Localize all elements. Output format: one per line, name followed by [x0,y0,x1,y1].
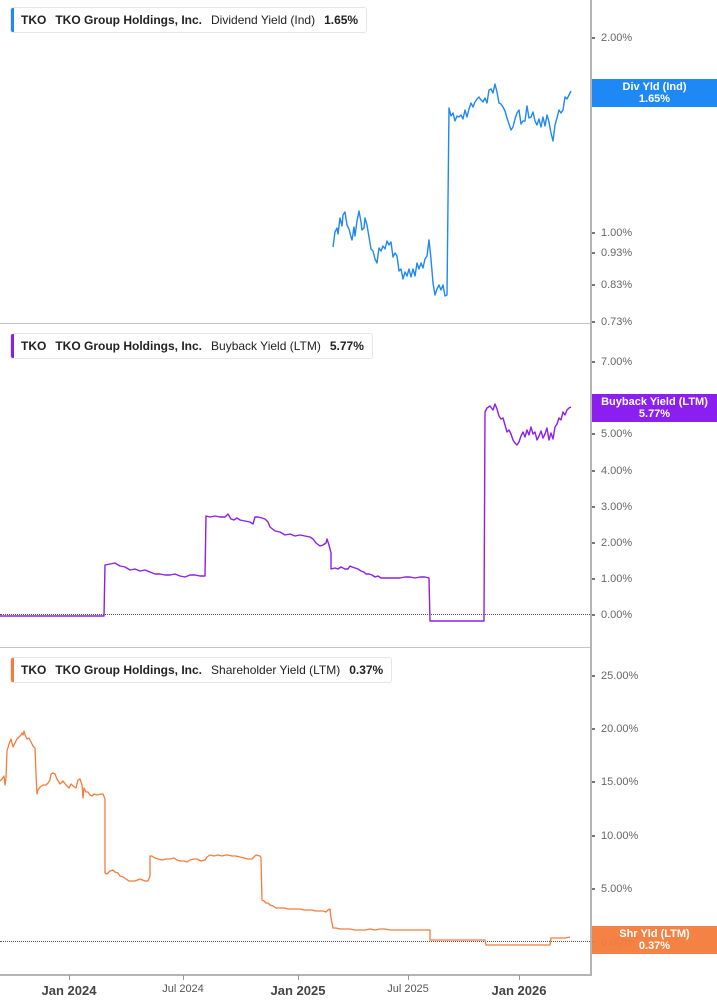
legend-dividend[interactable]: TKO TKO Group Holdings, Inc. Dividend Yi… [10,7,368,33]
y-tick: 7.00% [592,355,632,369]
y-tick: 2.00% [592,536,632,550]
company-name: TKO Group Holdings, Inc. [55,13,203,27]
panel-separator [0,647,592,648]
last-value-tag-buyback: Buyback Yield (LTM) 5.77% [592,394,717,422]
y-tick: 3.00% [592,500,632,514]
series-color-swatch [11,8,14,32]
series-color-swatch [11,658,14,682]
panel-separator [0,323,592,324]
ticker: TKO [21,339,47,353]
x-label-jan-2025: Jan 2025 [270,983,326,998]
x-label-jul-2024: Jul 2024 [162,983,204,995]
shareholder-yield-panel: TKO TKO Group Holdings, Inc. Shareholder… [0,648,717,1005]
ticker: TKO [21,663,47,677]
y-tick: 20.00% [592,722,638,736]
x-tick [519,975,520,980]
zero-reference-line [0,941,590,942]
last-value-tag-shareholder: Shr Yld (LTM) 0.37% [592,926,717,954]
y-tick: 2.00% [592,31,632,45]
company-name: TKO Group Holdings, Inc. [55,663,203,677]
dividend-line-plot [332,83,572,297]
metric-name: Buyback Yield (LTM) [211,339,321,353]
y-tick: 0.93% [592,246,632,260]
dividend-yield-panel: TKO TKO Group Holdings, Inc. Dividend Yi… [0,0,717,324]
x-tick [298,975,299,980]
buyback-line-plot [0,403,572,622]
y-tick: 15.00% [592,775,638,789]
x-axis-line [0,974,592,976]
y-tick: 1.00% [592,572,632,586]
x-tick [69,975,70,980]
y-tick: 25.00% [592,669,638,683]
y-tick: 0.83% [592,278,632,292]
metric-value: 5.77% [329,339,364,353]
y-axis-line [590,0,592,976]
metric-value: 1.65% [324,13,359,27]
x-label-jul-2025: Jul 2025 [387,983,429,995]
metric-value: 0.37% [349,663,384,677]
y-tick: 10.00% [592,829,638,843]
x-label-jan-2024: Jan 2024 [41,983,97,998]
y-tick: 5.00% [592,882,632,896]
y-tick: 0.73% [592,315,632,329]
series-color-swatch [11,334,14,358]
metric-name: Shareholder Yield (LTM) [211,663,341,677]
metric-name: Dividend Yield (Ind) [211,13,316,27]
last-value-tag-dividend: Div Yld (Ind) 1.65% [592,79,717,107]
y-tick: 0.00% [592,608,632,622]
x-label-jan-2026: Jan 2026 [491,983,547,998]
legend-shareholder[interactable]: TKO TKO Group Holdings, Inc. Shareholder… [10,657,393,683]
x-tick [183,975,184,980]
ticker: TKO [21,13,47,27]
y-tick: 4.00% [592,464,632,478]
shareholder-line-plot [0,730,571,946]
legend-buyback[interactable]: TKO TKO Group Holdings, Inc. Buyback Yie… [10,333,373,359]
y-tick: 1.00% [592,226,632,240]
company-name: TKO Group Holdings, Inc. [55,339,203,353]
y-tick: 5.00% [592,427,632,441]
x-tick [408,975,409,980]
zero-reference-line [0,614,590,615]
buyback-yield-panel: TKO TKO Group Holdings, Inc. Buyback Yie… [0,324,717,648]
